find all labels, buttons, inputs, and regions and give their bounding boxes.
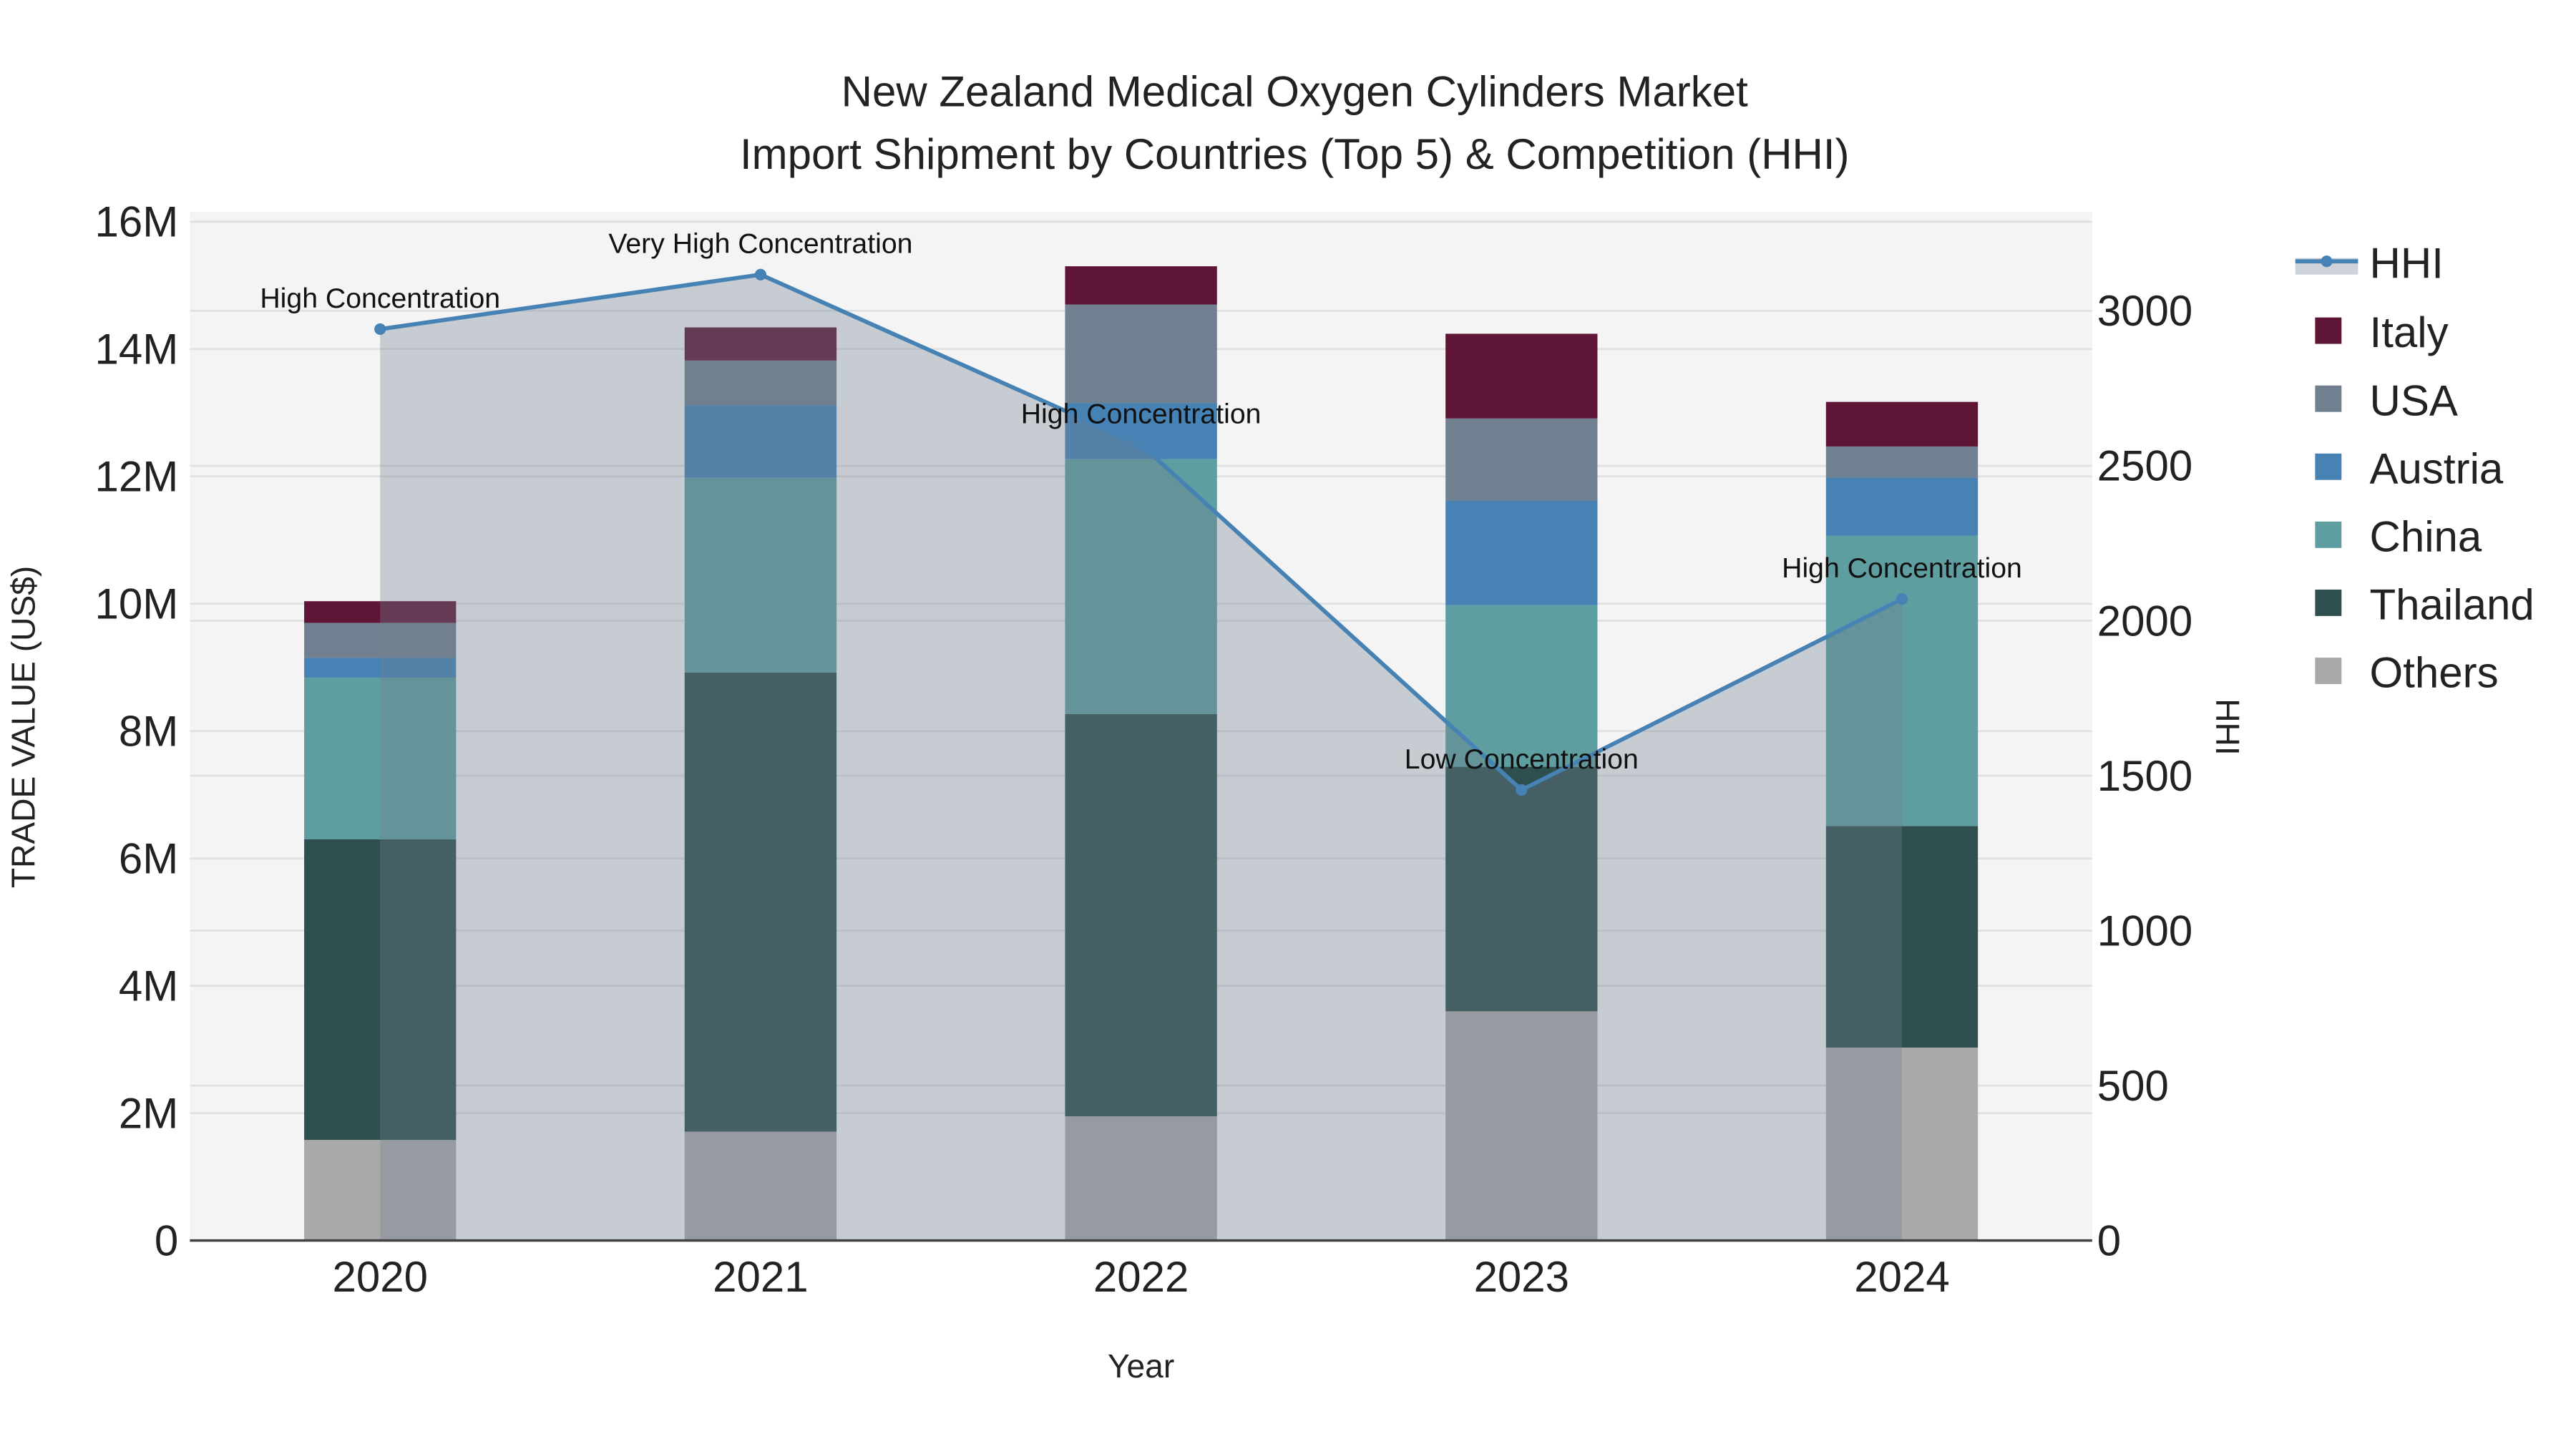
bar-others-2021 [684, 1131, 837, 1241]
x-axis-ticks: 2020 2021 2022 2023 2024 [332, 1253, 1949, 1301]
bar-italy-2022 [1065, 266, 1217, 305]
legend-swatch-italy [2315, 317, 2342, 344]
legend-label-others: Others [2370, 649, 2499, 697]
hhi-area-fill [380, 274, 1903, 1241]
legend-label-austria: Austria [2370, 444, 2504, 492]
y-axis-title: TRADE VALUE (US$) [4, 566, 42, 888]
y2-tick-label: 1000 [2097, 907, 2192, 955]
bar-italy-2024 [1825, 401, 1979, 447]
bar-others-2022 [1065, 1116, 1217, 1241]
y-tick-label: 14M [95, 326, 179, 374]
bar-thailand-2024 [1825, 826, 1979, 1048]
y-tick-label: 4M [119, 962, 178, 1010]
y-tick-label: 16M [95, 198, 179, 246]
x-tick-label: 2022 [1093, 1253, 1189, 1301]
annotations: High Concentration Very High Concentratio… [260, 228, 2022, 775]
y2-tick-label: 500 [2097, 1062, 2169, 1110]
legend: HHI Italy USA Austria China Thailand Others [2295, 239, 2534, 697]
hhi-line [374, 268, 1908, 796]
bar-usa-2023 [1445, 418, 1598, 501]
legend-swatch-china [2315, 521, 2342, 548]
bar-usa-2022 [1065, 304, 1217, 404]
legend-swatch-usa [2315, 385, 2342, 412]
bar-austria-2024 [1825, 477, 1979, 536]
y-tick-label: 8M [119, 708, 178, 756]
x-tick-label: 2020 [332, 1253, 427, 1301]
x-tick-label: 2024 [1854, 1253, 1949, 1301]
hhi-annotation: High Concentration [260, 283, 500, 314]
bar-austria-2021 [684, 405, 837, 478]
y2-tick-label: 2500 [2097, 442, 2192, 490]
bar-thailand-2020 [304, 839, 457, 1141]
legend-label-italy: Italy [2370, 308, 2449, 356]
y2-tick-label: 1500 [2097, 752, 2192, 800]
bar-others-2020 [304, 1140, 457, 1241]
bar-usa-2024 [1825, 446, 1979, 478]
y2-axis-title: HHI [2209, 698, 2246, 755]
bar-others-2023 [1445, 1011, 1598, 1241]
legend-swatch-thailand [2315, 589, 2342, 616]
bar-china-2023 [1445, 605, 1598, 767]
bars [304, 266, 1979, 1241]
chart-title-line2: Import Shipment by Countries (Top 5) & C… [740, 130, 1850, 178]
y-tick-label: 6M [119, 834, 178, 882]
legend-swatch-austria [2315, 453, 2342, 480]
y-tick-label: 10M [95, 580, 179, 628]
bar-austria-2023 [1445, 500, 1598, 605]
hhi-annotation: Very High Concentration [608, 228, 912, 260]
hhi-point [1896, 593, 1908, 605]
bar-italy-2021 [684, 327, 837, 361]
y-tick-label: 12M [95, 453, 179, 501]
hhi-point [754, 268, 766, 280]
bar-austria-2020 [304, 658, 457, 678]
bar-china-2020 [304, 677, 457, 840]
bar-china-2022 [1065, 459, 1217, 714]
legend-label-china: China [2370, 512, 2482, 560]
hhi-annotation: Low Concentration [1405, 743, 1639, 775]
bar-usa-2021 [684, 360, 837, 406]
bar-china-2024 [1825, 535, 1979, 826]
bar-italy-2020 [304, 601, 457, 623]
y2-tick-label: 3000 [2097, 287, 2192, 335]
chart-title-line1: New Zealand Medical Oxygen Cylinders Mar… [841, 67, 1749, 115]
hhi-area [380, 274, 1903, 1241]
x-axis-title: Year [1108, 1347, 1174, 1385]
hhi-point [1516, 784, 1528, 796]
y-tick-label: 2M [119, 1089, 178, 1137]
y2-tick-label: 0 [2097, 1216, 2121, 1264]
hhi-annotation: High Concentration [1021, 399, 1262, 430]
y2-tick-label: 2000 [2097, 597, 2192, 645]
bar-china-2021 [684, 477, 837, 673]
hhi-annotation: High Concentration [1782, 552, 2022, 584]
hhi-point [1135, 439, 1147, 451]
legend-label-usa: USA [2370, 376, 2458, 424]
bar-others-2024 [1825, 1048, 1979, 1241]
legend-label-thailand: Thailand [2370, 581, 2534, 629]
bar-thailand-2021 [684, 672, 837, 1132]
legend-label-hhi: HHI [2370, 239, 2444, 287]
x-tick-label: 2023 [1474, 1253, 1569, 1301]
hhi-point [374, 323, 386, 336]
bar-usa-2020 [304, 623, 457, 658]
y-axis-ticks: 0 2M 4M 6M 8M 10M 12M 14M 16M [95, 198, 179, 1265]
legend-swatch-others [2315, 658, 2342, 684]
legend-swatch-hhi-marker [2321, 255, 2333, 268]
y2-axis-ticks: 0 500 1000 1500 2000 2500 3000 [2097, 287, 2192, 1264]
bar-thailand-2023 [1445, 766, 1598, 1012]
y-tick-label: 0 [155, 1216, 178, 1264]
bar-italy-2023 [1445, 333, 1598, 419]
x-tick-label: 2021 [713, 1253, 808, 1301]
bar-thailand-2022 [1065, 713, 1217, 1117]
